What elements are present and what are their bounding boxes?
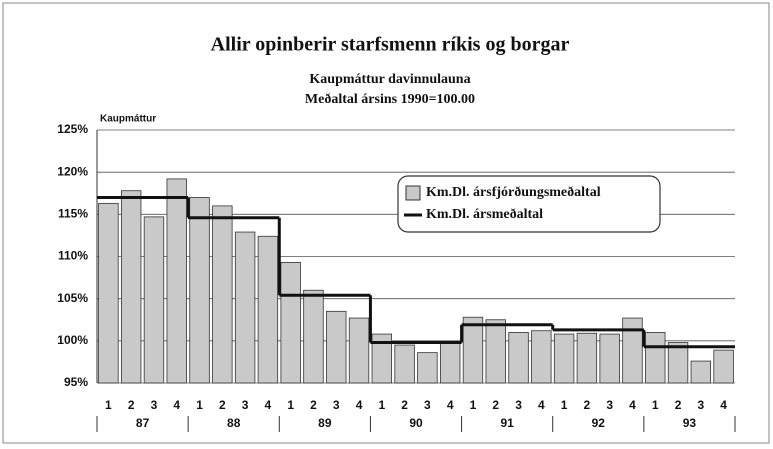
legend-label: Km.Dl. ársmeðaltal — [426, 206, 543, 222]
x-tick-label: 3 — [151, 398, 158, 412]
x-tick-label: 4 — [447, 398, 454, 412]
group-label: 89 — [318, 416, 332, 430]
x-tick-label: 4 — [720, 398, 727, 412]
x-tick-label: 3 — [242, 398, 249, 412]
legend-label: Km.Dl. ársfjórðungsmeðaltal — [426, 184, 601, 200]
x-tick-label: 1 — [196, 398, 203, 412]
x-tick-label: 4 — [173, 398, 180, 412]
x-tick-label: 4 — [356, 398, 363, 412]
bar — [439, 342, 461, 384]
bar — [166, 178, 187, 384]
bar — [553, 333, 575, 384]
bar — [257, 235, 279, 384]
subtitle: Meðaltal ársins 1990=100.00 — [305, 91, 475, 107]
bar — [576, 332, 598, 384]
bar — [120, 190, 142, 384]
x-tick-label: 4 — [538, 398, 545, 412]
bar — [417, 352, 438, 384]
bar — [280, 262, 301, 384]
bar — [98, 202, 119, 384]
bar — [713, 349, 734, 384]
x-tick-label: 3 — [606, 398, 613, 412]
legend: Km.Dl. ársfjórðungsmeðaltal Km.Dl. ársmeð… — [397, 175, 661, 233]
x-tick-label: 1 — [652, 398, 659, 412]
bar — [462, 316, 484, 384]
x-tick-label: 1 — [561, 398, 568, 412]
bar — [143, 216, 165, 384]
group-label: 92 — [592, 416, 606, 430]
chart-title: Allir opinberir starfsmenn ríkis og borg… — [211, 34, 570, 56]
x-tick-label: 2 — [492, 398, 499, 412]
x-tick-label: 2 — [675, 398, 682, 412]
x-tick-label: 2 — [128, 398, 135, 412]
x-tick-label: 2 — [401, 398, 408, 412]
bar — [326, 310, 347, 384]
bar — [690, 360, 712, 384]
legend-swatch — [405, 185, 421, 201]
x-tick-label: 3 — [424, 398, 431, 412]
x-tick-label: 4 — [629, 398, 636, 412]
x-tick-label: 1 — [105, 398, 112, 412]
x-tick-label: 4 — [265, 398, 272, 412]
x-tick-label: 2 — [219, 398, 226, 412]
y-tick-label: 110% — [58, 249, 88, 263]
bar — [189, 197, 210, 384]
group-label: 93 — [683, 416, 697, 430]
y-tick-label: 120% — [57, 164, 88, 178]
subtitle: Kaupmáttur davinnulauna — [309, 72, 470, 87]
y-tick-label: 105% — [57, 291, 88, 305]
x-tick-label: 1 — [378, 398, 385, 412]
x-tick-label: 1 — [287, 398, 294, 412]
bar — [394, 344, 415, 384]
x-tick-label: 3 — [333, 398, 340, 412]
bar — [599, 333, 620, 384]
bar — [622, 317, 643, 384]
group-label: 91 — [500, 416, 514, 430]
y-tick-label: 115% — [58, 207, 88, 221]
bar — [645, 331, 666, 384]
bar — [303, 289, 324, 384]
bar — [485, 319, 506, 384]
x-tick-label: 3 — [515, 398, 522, 412]
x-tick-label: 1 — [470, 398, 477, 412]
y-tick-label: 100% — [57, 333, 88, 347]
group-label: 90 — [409, 416, 423, 430]
bar — [234, 231, 256, 384]
x-tick-label: 3 — [697, 398, 704, 412]
y-tick-label: 125% — [57, 122, 88, 136]
bar — [531, 330, 552, 384]
x-tick-label: 2 — [310, 398, 317, 412]
group-label: 88 — [227, 416, 241, 430]
bar — [667, 342, 689, 384]
y-axis-label: Kaupmáttur — [100, 114, 156, 125]
x-tick-label: 2 — [584, 398, 591, 412]
bar — [371, 333, 393, 384]
bar — [508, 331, 529, 384]
bar — [212, 205, 233, 384]
legend-box — [397, 175, 661, 233]
bar — [348, 317, 370, 384]
y-tick-label: 95% — [64, 375, 88, 389]
group-label: 87 — [136, 416, 150, 430]
